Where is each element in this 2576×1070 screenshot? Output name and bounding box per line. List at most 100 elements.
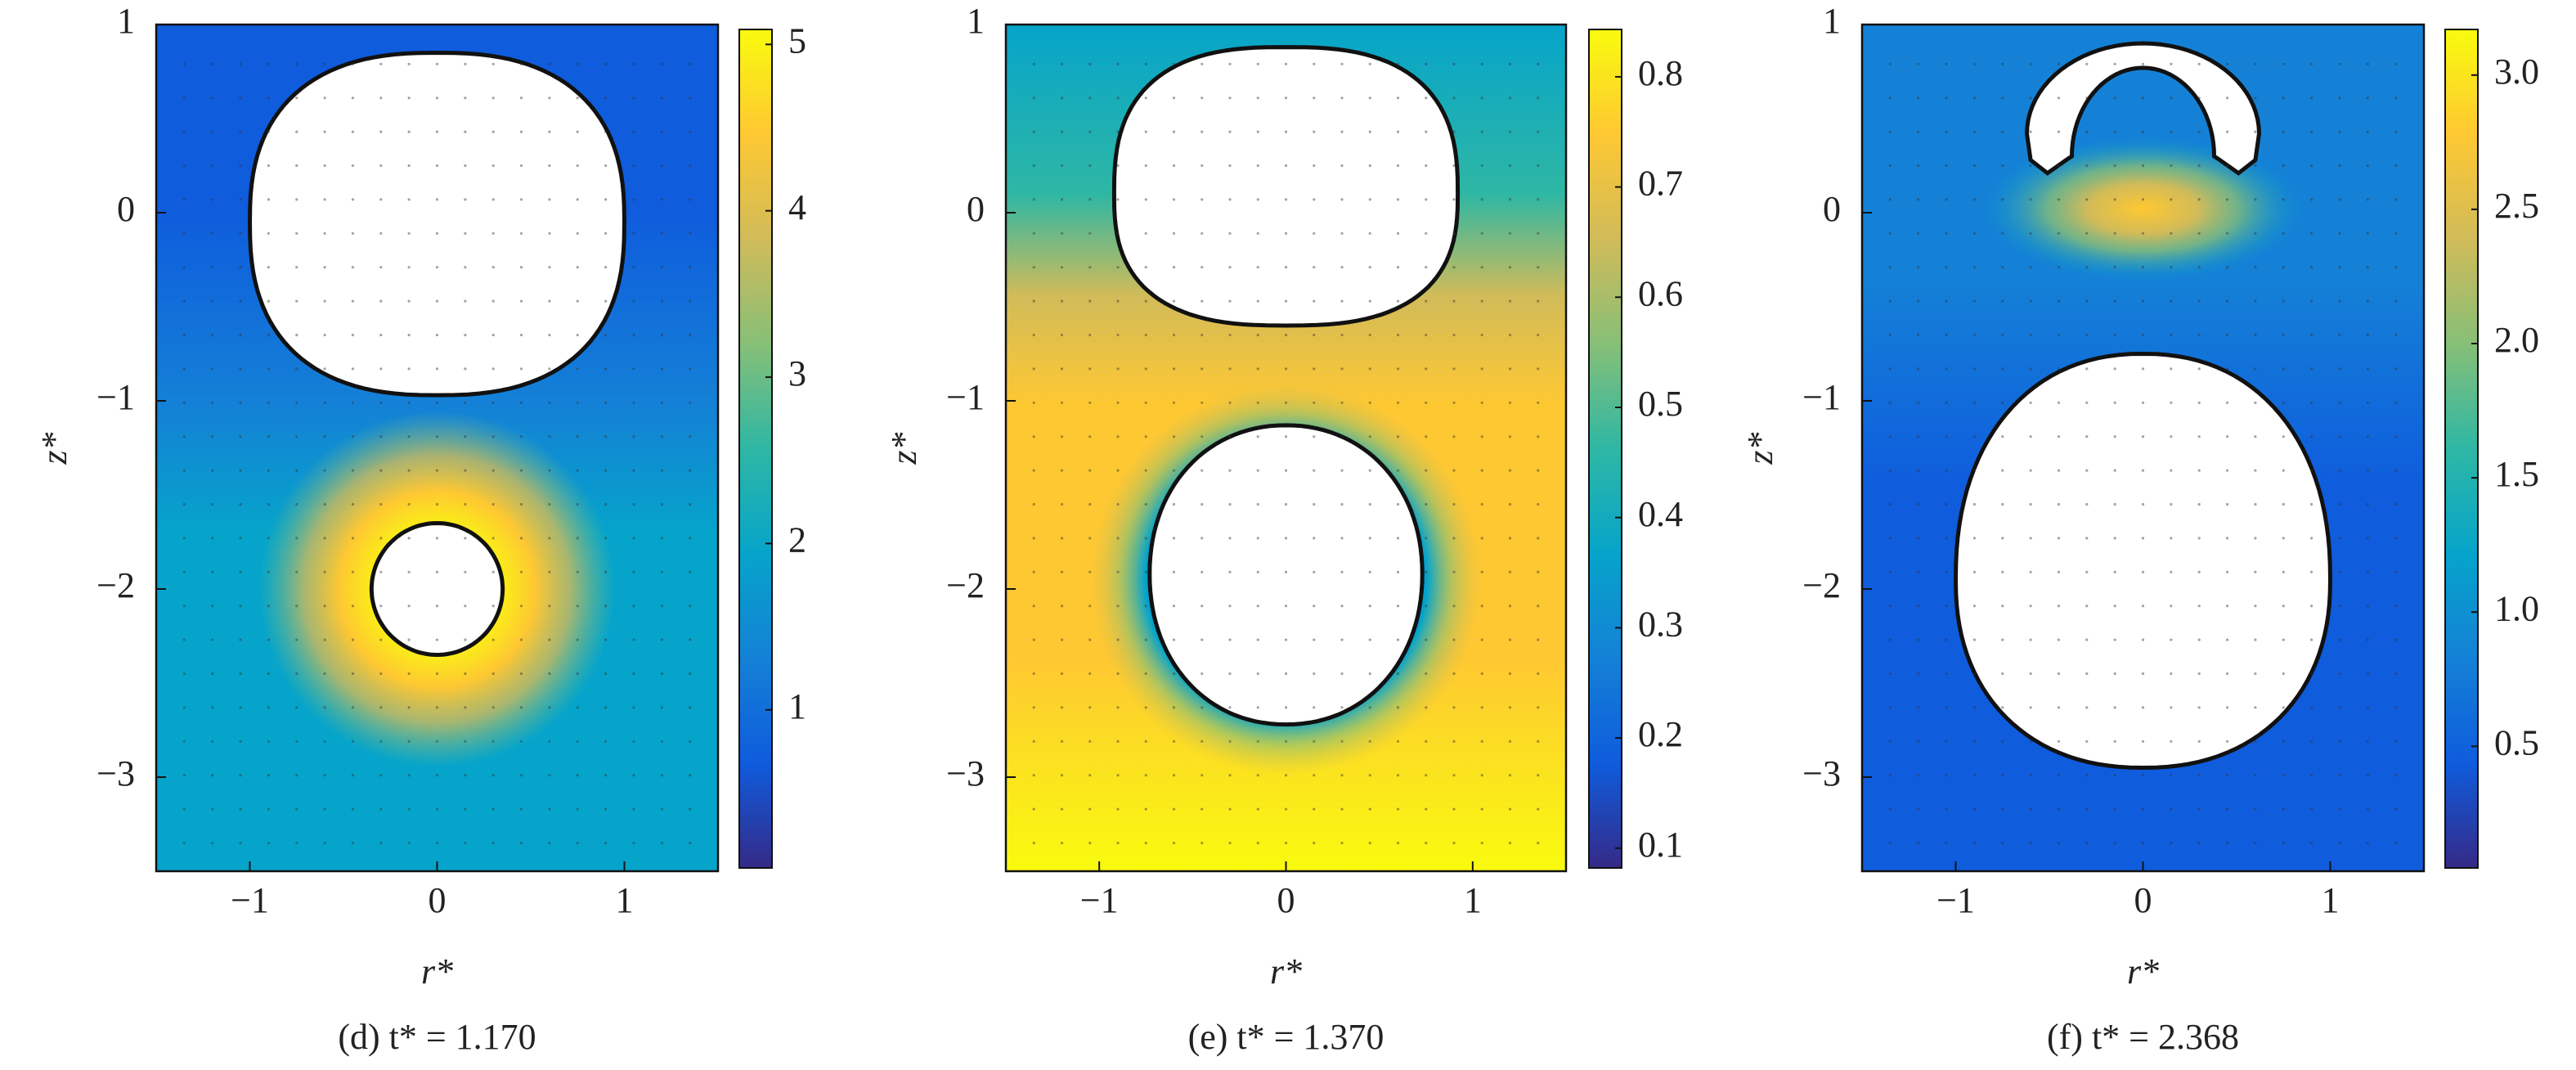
field-dot: [604, 570, 608, 573]
field-dot: [1060, 164, 1064, 168]
field-dot: [1284, 807, 1288, 811]
field-dot: [1340, 672, 1344, 676]
field-dot: [1888, 638, 1892, 641]
field-dot: [1480, 198, 1483, 201]
field-dot: [211, 638, 214, 641]
field-dot: [1032, 299, 1035, 303]
field-dot: [689, 367, 692, 371]
field-dot: [1228, 638, 1232, 641]
field-dot: [2001, 638, 2004, 641]
field-dot: [1116, 469, 1120, 472]
field-dot: [2029, 130, 2032, 133]
field-dot: [1060, 605, 1064, 608]
field-dot: [1480, 807, 1483, 811]
field-dot: [548, 605, 551, 608]
field-dot: [689, 97, 692, 100]
field-dot: [1060, 97, 1064, 100]
field-dot: [464, 367, 467, 371]
field-dot: [548, 62, 551, 65]
y-tick-label: −3: [1802, 753, 1841, 794]
field-dot: [1256, 638, 1259, 641]
field-dot: [1060, 198, 1064, 201]
field-dot: [1060, 502, 1064, 506]
field-dot: [1480, 333, 1483, 337]
field-dot: [2001, 502, 2004, 506]
field-dot: [2085, 367, 2089, 371]
field-dot: [182, 266, 186, 269]
y-tick-label: 0: [117, 189, 135, 229]
field-dot: [1508, 570, 1512, 573]
field-dot: [2001, 740, 2004, 743]
field-dot: [1480, 740, 1483, 743]
field-dot: [1396, 367, 1400, 371]
field-dot: [632, 198, 635, 201]
field-dot: [2254, 740, 2257, 743]
field-dot: [464, 807, 467, 811]
field-dot: [267, 266, 270, 269]
field-dot: [2310, 299, 2313, 303]
field-dot: [2225, 469, 2229, 472]
field-dot: [2394, 807, 2398, 811]
field-dot: [351, 435, 355, 438]
field-dot: [1032, 97, 1035, 100]
field-dot: [2225, 198, 2229, 201]
field-dot: [1228, 299, 1232, 303]
field-dot: [1116, 672, 1120, 676]
field-dot: [464, 537, 467, 540]
field-dot: [407, 198, 411, 201]
field-dot: [2085, 570, 2089, 573]
field-dot: [2310, 62, 2313, 65]
field-dot: [182, 198, 186, 201]
field-dot: [267, 198, 270, 201]
field-dot: [1537, 401, 1540, 404]
field-dot: [2029, 299, 2032, 303]
field-dot: [1508, 807, 1512, 811]
field-dot: [1452, 164, 1456, 168]
field-dot: [1200, 299, 1204, 303]
field-dot: [1200, 130, 1204, 133]
field-dot: [2394, 469, 2398, 472]
field-dot: [1088, 232, 1092, 235]
field-dot: [211, 130, 214, 133]
field-dot: [576, 807, 579, 811]
field-dot: [576, 164, 579, 168]
colorbar-tick-label: 1: [788, 686, 806, 726]
field-dot: [519, 435, 523, 438]
field-dot: [519, 537, 523, 540]
field-dot: [2085, 164, 2089, 168]
field-dot: [1368, 605, 1371, 608]
field-dot: [351, 367, 355, 371]
field-dot: [1172, 841, 1176, 845]
x-tick-label: −1: [1936, 880, 1975, 920]
field-dot: [239, 367, 242, 371]
colorbar-tick-label: 0.4: [1638, 494, 1683, 534]
field-dot: [2029, 333, 2032, 337]
field-dot: [1368, 502, 1371, 506]
field-dot: [2085, 62, 2089, 65]
field-dot: [1088, 367, 1092, 371]
field-dot: [2113, 605, 2116, 608]
field-dot: [1340, 367, 1344, 371]
field-dot: [2366, 502, 2369, 506]
field-dot: [2394, 62, 2398, 65]
field-dot: [1508, 198, 1512, 201]
field-dot: [435, 502, 439, 506]
field-dot: [1256, 841, 1259, 845]
field-dot: [2141, 266, 2145, 269]
field-dot: [1284, 638, 1288, 641]
field-dot: [1032, 570, 1035, 573]
field-dot: [2254, 198, 2257, 201]
field-dot: [2197, 502, 2201, 506]
field-dot: [1452, 537, 1456, 540]
field-dot: [1200, 435, 1204, 438]
x-tick-label: 0: [429, 880, 447, 920]
y-tick-label: −2: [1802, 565, 1841, 605]
field-dot: [211, 232, 214, 235]
field-dot: [1200, 774, 1204, 777]
field-dot: [2366, 164, 2369, 168]
field-dot: [2366, 97, 2369, 100]
field-dot: [2282, 502, 2285, 506]
field-dot: [1537, 672, 1540, 676]
field-dot: [2170, 232, 2173, 235]
field-dot: [1228, 367, 1232, 371]
